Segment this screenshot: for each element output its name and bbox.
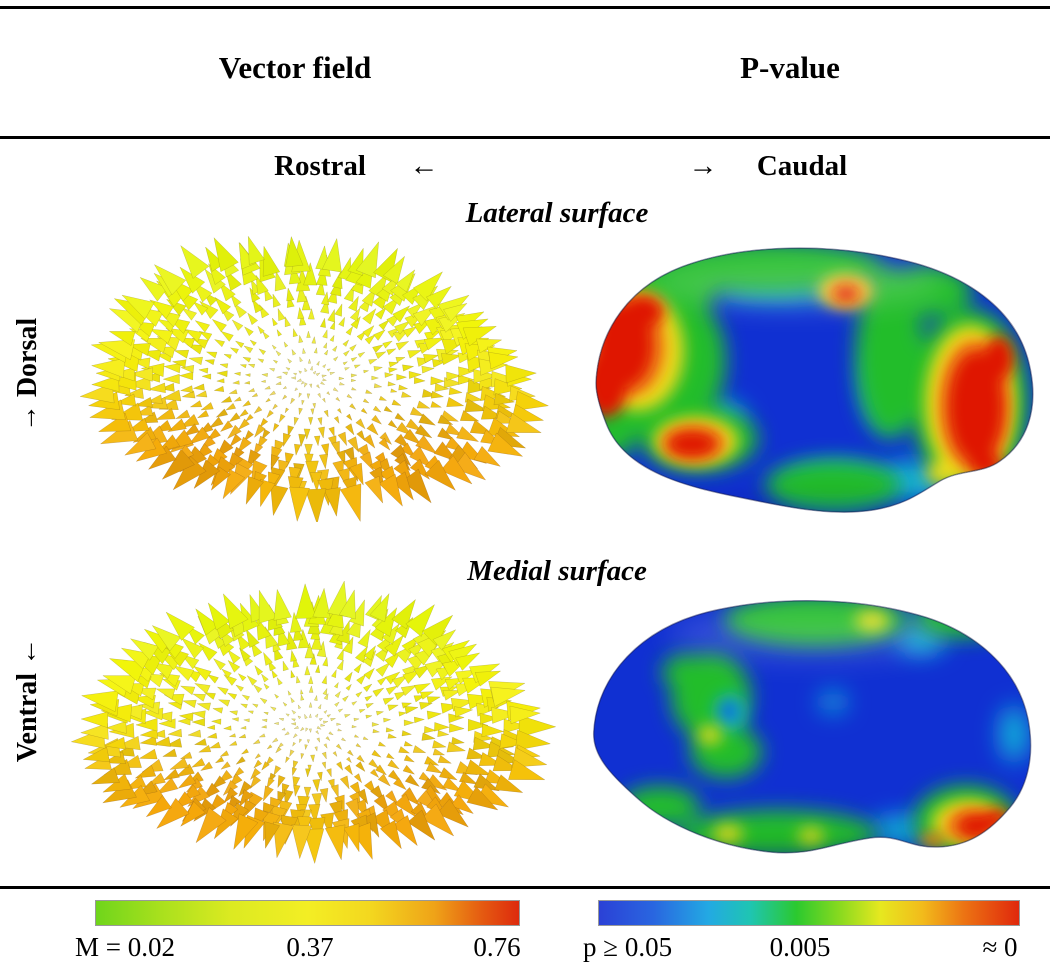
pvalue-max-tick: ≈ 0 <box>982 932 1018 962</box>
magnitude-colorbar <box>95 900 520 926</box>
rostral-arrow-icon: ← <box>409 150 439 182</box>
header-rule <box>0 136 1050 139</box>
vector-field-medial-image <box>70 580 557 865</box>
caudal-label: Caudal <box>756 150 848 182</box>
p-value-map-lateral-image <box>595 247 1034 513</box>
bottom-rule <box>0 886 1050 889</box>
ventral-axis-label: Ventral ← <box>12 637 43 763</box>
magnitude-max-tick: 0.76 <box>473 932 521 962</box>
magnitude-mid-tick: 0.37 <box>286 932 334 962</box>
caudal-arrow-icon: → <box>688 150 718 182</box>
pvalue-mid-tick: 0.005 <box>769 932 831 962</box>
rostral-label: Rostral <box>274 150 366 182</box>
column-header-vector-field: Vector field <box>218 50 372 85</box>
column-header-p-value: P-value <box>740 50 840 85</box>
lateral-surface-label: Lateral surface <box>465 197 649 229</box>
dorsal-axis-label: → Dorsal <box>12 317 43 433</box>
p-value-map-medial-image <box>592 599 1032 854</box>
magnitude-min-tick: M = 0.02 <box>75 932 175 962</box>
medial-surface-label: Medial surface <box>467 555 647 587</box>
pvalue-colorbar <box>598 900 1020 926</box>
top-rule <box>0 6 1050 9</box>
vector-field-lateral-image <box>79 235 550 522</box>
pvalue-min-tick: p ≥ 0.05 <box>583 932 673 962</box>
